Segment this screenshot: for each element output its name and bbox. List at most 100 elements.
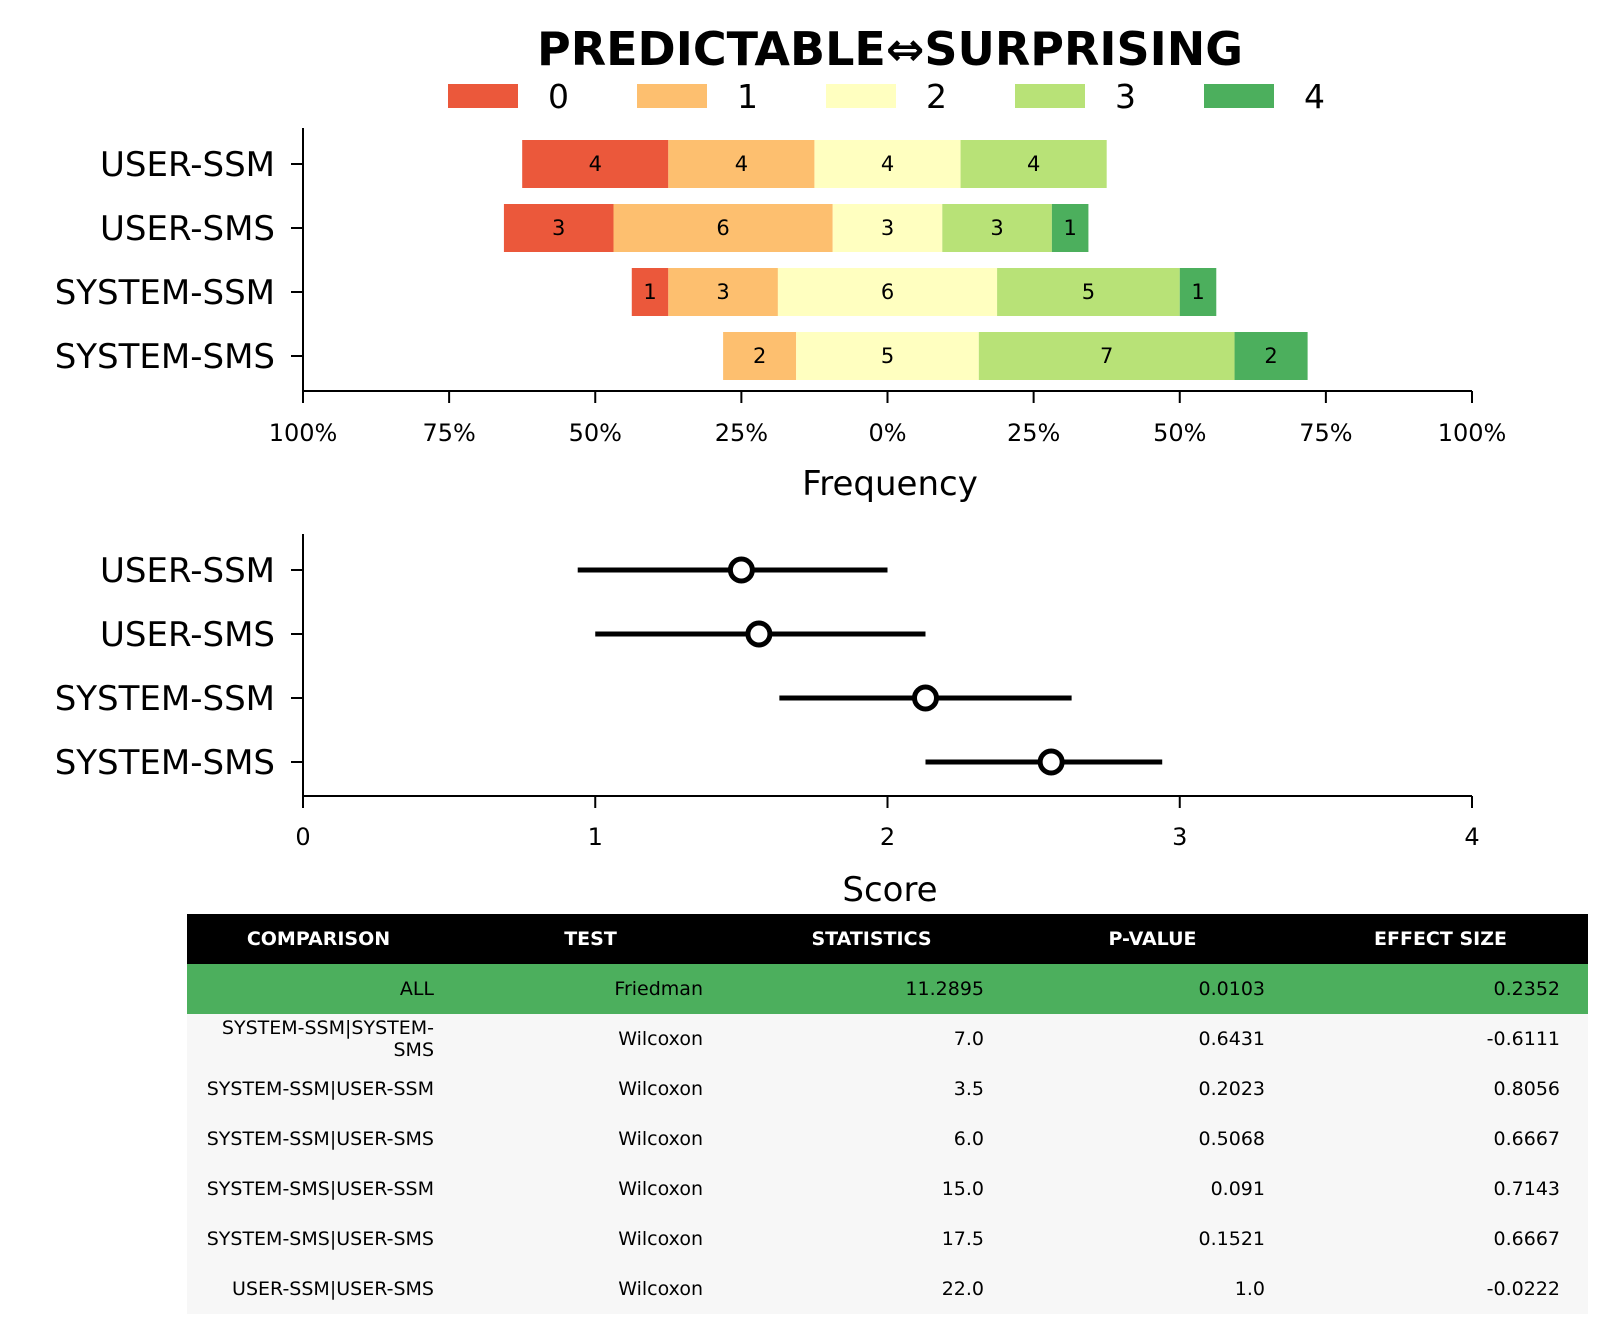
bar-segment: [814, 140, 961, 188]
mean-marker: [1037, 748, 1065, 776]
table-cell: 15.0: [731, 1164, 1012, 1214]
table-cell: Wilcoxon: [450, 1214, 731, 1264]
table-cell: SYSTEM-SSM|USER-SSM: [187, 1064, 450, 1114]
x-tick-label: 100%: [269, 419, 338, 447]
column-header: STATISTICS: [731, 914, 1012, 964]
table-cell: 0.091: [1012, 1164, 1293, 1214]
y-tick-label: USER-SMS: [100, 209, 275, 249]
table-header-row: COMPARISON TEST STATISTICS P-VALUE EFFEC…: [187, 914, 1588, 964]
table-cell: 0.6431: [1012, 1014, 1293, 1064]
bar-segment: [832, 204, 943, 252]
bar-segment: [796, 332, 979, 380]
bar-segment-label: 4: [881, 152, 894, 176]
y-tick-label: SYSTEM-SMS: [55, 337, 275, 377]
legend-swatch: [1015, 84, 1085, 108]
legend-swatch: [448, 84, 518, 108]
statistics-table: COMPARISON TEST STATISTICS P-VALUE EFFEC…: [187, 914, 1588, 1314]
table-cell: 0.5068: [1012, 1114, 1293, 1164]
x-axis-label-frequency: Frequency: [802, 464, 978, 504]
bar-segment-label: 1: [1063, 216, 1076, 240]
diverging-bar-plot: 4 4 4 4 USER-SSM 3 6 3 3 1 USER-SMS 1 3 6 5 1 SYSTEM-SSM…: [55, 128, 1507, 447]
table-cell: Wilcoxon: [450, 1114, 731, 1164]
table-row: SYSTEM-SMS|USER-SMS Wilcoxon 17.5 0.1521…: [187, 1214, 1588, 1264]
x-tick-label: 4: [1464, 823, 1479, 851]
bar-segment: [522, 140, 669, 188]
legend-label: 4: [1304, 77, 1325, 116]
table-cell: 0.2023: [1012, 1064, 1293, 1114]
bar-segment: [503, 204, 614, 252]
y-tick-label: USER-SMS: [100, 615, 275, 655]
legend-swatch: [826, 84, 896, 108]
bar-segment-label: 1: [1191, 280, 1204, 304]
bar-segment: [723, 332, 797, 380]
y-tick-label: SYSTEM-SSM: [55, 679, 275, 719]
table-cell: SYSTEM-SMS|USER-SMS: [187, 1214, 450, 1264]
table-cell: Friedman: [450, 964, 731, 1014]
table-row: SYSTEM-SSM|SYSTEM-SMS Wilcoxon 7.0 0.643…: [187, 1014, 1588, 1064]
x-tick-label: 3: [1172, 823, 1187, 851]
table-cell: SYSTEM-SSM|SYSTEM-SMS: [187, 1014, 450, 1064]
x-tick-label: 1: [588, 823, 603, 851]
table-cell: Wilcoxon: [450, 1264, 731, 1314]
bar-segment-label: 3: [716, 280, 729, 304]
table-cell: -0.0222: [1293, 1264, 1588, 1314]
bar-segment: [668, 140, 815, 188]
bar-segment: [1179, 268, 1217, 316]
x-tick-label: 75%: [422, 419, 475, 447]
x-tick-label: 100%: [1438, 419, 1507, 447]
bar-segment: [777, 268, 998, 316]
table-cell: 22.0: [731, 1264, 1012, 1314]
x-tick-label: 0: [295, 823, 310, 851]
table-cell: ALL: [187, 964, 450, 1014]
x-tick-label: 25%: [715, 419, 768, 447]
legend-label: 1: [737, 77, 758, 116]
x-tick-label: 50%: [569, 419, 622, 447]
column-header: COMPARISON: [187, 914, 450, 964]
table-cell: 0.6667: [1293, 1214, 1588, 1264]
table-cell: 0.6667: [1293, 1114, 1588, 1164]
legend-swatch: [637, 84, 707, 108]
bar-segment-label: 1: [643, 280, 656, 304]
x-tick-label: 0%: [868, 419, 906, 447]
x-tick-label: 25%: [1007, 419, 1060, 447]
bar-segment-label: 3: [881, 216, 894, 240]
table-row: SYSTEM-SMS|USER-SSM Wilcoxon 15.0 0.091 …: [187, 1164, 1588, 1214]
table-cell: Wilcoxon: [450, 1014, 731, 1064]
x-axis-label-score: Score: [842, 870, 937, 910]
y-tick-label: USER-SSM: [100, 551, 275, 591]
legend-swatch: [1204, 84, 1274, 108]
legend: 0 1 2 3 4: [448, 77, 1325, 116]
x-tick-label: 75%: [1299, 419, 1352, 447]
table-cell: 0.0103: [1012, 964, 1293, 1014]
legend-label: 2: [926, 77, 947, 116]
bar-segment: [960, 140, 1107, 188]
bar-segment: [668, 268, 778, 316]
table-row: SYSTEM-SSM|USER-SSM Wilcoxon 3.5 0.2023 …: [187, 1064, 1588, 1114]
table-cell: 0.7143: [1293, 1164, 1588, 1214]
mean-marker: [911, 684, 939, 712]
table-cell: Wilcoxon: [450, 1164, 731, 1214]
table-cell: 11.2895: [731, 964, 1012, 1014]
table-cell: SYSTEM-SSM|USER-SMS: [187, 1114, 450, 1164]
y-tick-label: USER-SSM: [100, 145, 275, 185]
legend-label: 0: [548, 77, 569, 116]
bar-segment-label: 6: [881, 280, 894, 304]
bar-segment-label: 4: [1027, 152, 1040, 176]
bar-segment: [631, 268, 669, 316]
table-row: SYSTEM-SSM|USER-SMS Wilcoxon 6.0 0.5068 …: [187, 1114, 1588, 1164]
table-cell: 0.8056: [1293, 1064, 1588, 1114]
table-row-highlighted: ALL Friedman 11.2895 0.0103 0.2352: [187, 964, 1588, 1014]
bar-segment-label: 4: [735, 152, 748, 176]
column-header: P-VALUE: [1012, 914, 1293, 964]
bar-segment: [1234, 332, 1308, 380]
table-row: USER-SSM|USER-SMS Wilcoxon 22.0 1.0 -0.0…: [187, 1264, 1588, 1314]
score-plot: USER-SSM USER-SMS SYSTEM-SSM SYSTEM-SMS 0 1 2 3…: [55, 534, 1480, 851]
chart-title: PREDICTABLE⇔SURPRISING: [537, 22, 1243, 76]
table-cell: 0.2352: [1293, 964, 1588, 1014]
table-cell: 7.0: [731, 1014, 1012, 1064]
bar-segment: [997, 268, 1180, 316]
table-cell: 0.1521: [1012, 1214, 1293, 1264]
bar-segment: [613, 204, 833, 252]
table-cell: 3.5: [731, 1064, 1012, 1114]
